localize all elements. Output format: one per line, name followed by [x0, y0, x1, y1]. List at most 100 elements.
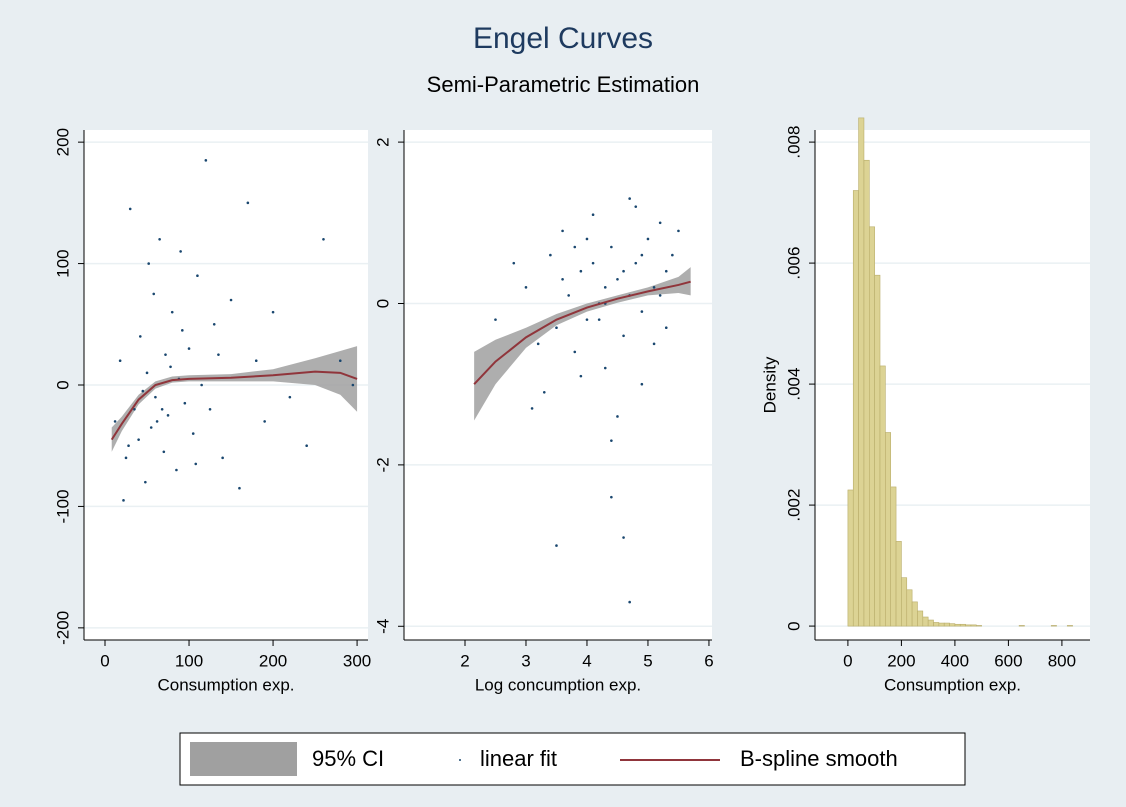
legend-swatch — [459, 759, 461, 761]
scatter-point — [175, 468, 178, 472]
scatter-point — [610, 245, 613, 249]
scatter-point — [138, 335, 142, 338]
x-axis-title: Log concumption exp. — [475, 675, 641, 694]
scatter-point — [147, 262, 150, 265]
plot-area — [404, 130, 712, 640]
scatter-point — [158, 237, 161, 241]
scatter-point — [622, 269, 625, 273]
scatter-point — [124, 456, 128, 460]
histogram-bar — [1066, 625, 1073, 627]
scatter-point — [652, 286, 656, 289]
chart-title: Engel Curves — [473, 22, 653, 55]
x-tick-label: 2 — [460, 651, 469, 670]
scatter-point — [671, 253, 674, 257]
scatter-point — [200, 383, 203, 387]
y-tick-label: 200 — [53, 128, 72, 156]
y-tick-label: .006 — [784, 247, 803, 280]
histogram-bar — [927, 619, 934, 627]
x-axis-title: Consumption exp. — [157, 675, 294, 694]
scatter-point — [616, 415, 619, 418]
histogram-bar — [1050, 625, 1057, 627]
scatter-point — [166, 414, 170, 417]
scatter-point — [603, 286, 607, 289]
scatter-point — [512, 261, 516, 265]
histogram-bar — [906, 589, 913, 627]
scatter-point — [187, 347, 191, 350]
scatter-point — [658, 221, 662, 225]
scatter-point — [152, 292, 156, 296]
scatter-point — [561, 277, 564, 281]
histogram-bar — [917, 610, 924, 627]
scatter-point — [128, 207, 132, 211]
x-tick-label: 300 — [343, 651, 371, 670]
histogram-bar — [895, 541, 902, 627]
y-tick-label: .002 — [784, 489, 803, 522]
legend-label: B-spline smooth — [740, 746, 898, 771]
legend-box — [179, 732, 966, 786]
scatter-point — [155, 420, 159, 423]
scatter-point — [122, 499, 125, 502]
histogram-bar — [970, 624, 977, 627]
scatter-point — [597, 318, 601, 321]
scatter-point — [579, 269, 583, 273]
smooth-line — [110, 370, 358, 441]
histogram-bar — [879, 365, 886, 627]
y-tick-label: -100 — [53, 489, 72, 523]
scatter-point — [170, 310, 174, 314]
scatter-point — [585, 237, 589, 241]
scatter-point — [530, 407, 534, 410]
scatter-point — [229, 298, 233, 302]
scatter-point — [555, 326, 558, 330]
y-tick-label: -200 — [53, 611, 72, 645]
scatter-point — [238, 486, 241, 490]
scatter-point — [179, 250, 182, 253]
scatter-point — [524, 286, 528, 289]
y-tick-label: -2 — [373, 457, 392, 472]
histogram-bar — [863, 159, 870, 627]
scatter-point — [561, 229, 564, 233]
scatter-point — [616, 277, 619, 281]
smooth-line — [473, 280, 691, 385]
y-tick-label: 2 — [373, 137, 392, 146]
y-tick-label: .008 — [784, 126, 803, 159]
x-tick-label: 4 — [582, 651, 591, 670]
scatter-point — [573, 350, 577, 354]
scatter-point — [628, 600, 631, 604]
histogram-bar — [959, 623, 966, 627]
histogram-bar — [933, 622, 940, 627]
scatter-point — [113, 420, 117, 423]
y-tick-label: 0 — [784, 621, 803, 630]
scatter-point — [640, 310, 644, 313]
scatter-point — [164, 353, 167, 356]
scatter-point — [549, 253, 552, 257]
scatter-point — [579, 374, 583, 378]
scatter-point — [208, 407, 212, 411]
scatter-point — [271, 310, 275, 314]
scatter-point — [640, 382, 644, 386]
histogram-bar — [869, 226, 875, 627]
scatter-point — [658, 294, 662, 297]
scatter-point — [536, 342, 540, 346]
scatter-point — [183, 401, 187, 405]
x-tick-label: 100 — [175, 651, 203, 670]
histogram-bar — [911, 601, 918, 627]
x-tick-label: 3 — [521, 651, 530, 670]
x-tick-label: 200 — [887, 651, 915, 670]
scatter-point — [664, 269, 668, 273]
scatter-point — [567, 294, 570, 297]
histogram-bar — [901, 577, 908, 627]
scatter-point — [144, 480, 147, 484]
histogram-bar — [852, 190, 859, 627]
scatter-point — [338, 359, 342, 363]
scatter-point — [204, 159, 208, 162]
x-tick-label: 6 — [704, 651, 713, 670]
scatter-point — [137, 438, 140, 441]
legend: 95% CI linear fit B-spline smooth — [179, 732, 966, 786]
scatter-point — [181, 329, 184, 332]
x-tick-label: 600 — [994, 651, 1022, 670]
histogram-bar — [949, 623, 956, 627]
scatter-point — [622, 536, 625, 539]
y-tick-label: 0 — [53, 380, 72, 389]
scatter-point — [141, 389, 145, 393]
